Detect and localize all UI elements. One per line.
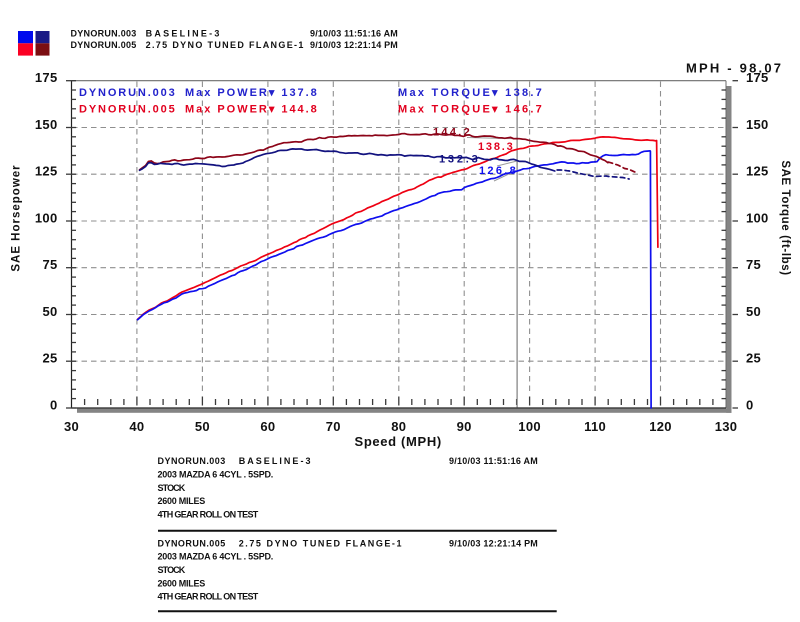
svg-text:BASELINE-3: BASELINE-3 bbox=[239, 456, 311, 466]
svg-text:130: 130 bbox=[715, 419, 738, 434]
svg-text:9/10/03 12:21:14 PM: 9/10/03 12:21:14 PM bbox=[449, 538, 538, 548]
svg-text:2003 MAZDA 6 4CYL . 5SPD.: 2003 MAZDA 6 4CYL . 5SPD. bbox=[158, 470, 274, 480]
svg-text:DYNORUN.003: DYNORUN.003 bbox=[158, 456, 226, 466]
svg-text:SAE Horsepower: SAE Horsepower bbox=[11, 164, 23, 271]
svg-text:50: 50 bbox=[42, 304, 57, 319]
svg-text:120: 120 bbox=[649, 419, 672, 434]
svg-text:110: 110 bbox=[584, 419, 606, 434]
svg-text:9/10/03 11:51:16 AM: 9/10/03 11:51:16 AM bbox=[310, 29, 398, 39]
svg-text:DYNORUN.003: DYNORUN.003 bbox=[71, 29, 137, 39]
svg-text:Max TORQUE▾ 146.7: Max TORQUE▾ 146.7 bbox=[398, 104, 542, 116]
svg-text:DYNORUN.005: DYNORUN.005 bbox=[158, 538, 226, 548]
svg-text:80: 80 bbox=[391, 419, 406, 434]
svg-text:2.75 DYNO TUNED FLANGE-1: 2.75 DYNO TUNED FLANGE-1 bbox=[146, 40, 304, 50]
svg-text:4TH GEAR ROLL ON TEST: 4TH GEAR ROLL ON TEST bbox=[158, 592, 259, 602]
svg-text:100: 100 bbox=[746, 211, 769, 226]
svg-text:STOCK: STOCK bbox=[158, 483, 186, 493]
svg-text:9/10/03 11:51:16 AM: 9/10/03 11:51:16 AM bbox=[449, 456, 538, 466]
svg-text:100: 100 bbox=[35, 211, 58, 226]
svg-text:2.75 DYNO TUNED FLANGE-1: 2.75 DYNO TUNED FLANGE-1 bbox=[239, 538, 402, 548]
svg-text:BASELINE-3: BASELINE-3 bbox=[146, 29, 220, 39]
svg-text:50: 50 bbox=[195, 419, 210, 434]
svg-text:75: 75 bbox=[746, 257, 761, 272]
svg-text:75: 75 bbox=[42, 257, 57, 272]
svg-text:50: 50 bbox=[746, 304, 761, 319]
svg-text:125: 125 bbox=[35, 164, 58, 179]
svg-text:150: 150 bbox=[35, 117, 58, 132]
svg-text:2003 MAZDA 6 4CYL . 5SPD.: 2003 MAZDA 6 4CYL . 5SPD. bbox=[158, 552, 274, 562]
svg-text:25: 25 bbox=[746, 351, 761, 366]
svg-text:Max POWER▾ 137.8: Max POWER▾ 137.8 bbox=[185, 87, 317, 99]
svg-text:60: 60 bbox=[260, 419, 275, 434]
svg-text:126.8: 126.8 bbox=[479, 165, 516, 177]
svg-text:2600 MILES: 2600 MILES bbox=[158, 578, 206, 588]
svg-text:175: 175 bbox=[35, 70, 58, 85]
svg-text:100: 100 bbox=[518, 419, 541, 434]
svg-text:70: 70 bbox=[326, 419, 341, 434]
svg-text:DYNORUN.005: DYNORUN.005 bbox=[71, 40, 137, 50]
svg-text:MPH - 98.07: MPH - 98.07 bbox=[686, 61, 782, 76]
svg-text:Max TORQUE▾ 138.7: Max TORQUE▾ 138.7 bbox=[398, 87, 542, 99]
svg-text:STOCK: STOCK bbox=[158, 565, 186, 575]
svg-text:132.3: 132.3 bbox=[439, 154, 478, 166]
svg-text:150: 150 bbox=[746, 117, 769, 132]
svg-text:25: 25 bbox=[42, 351, 57, 366]
svg-text:Max POWER▾ 144.8: Max POWER▾ 144.8 bbox=[185, 104, 317, 116]
svg-text:4TH GEAR ROLL ON TEST: 4TH GEAR ROLL ON TEST bbox=[158, 509, 259, 519]
svg-text:SAE Torque (ft-lbs): SAE Torque (ft-lbs) bbox=[779, 160, 791, 275]
svg-text:9/10/03 12:21:14 PM: 9/10/03 12:21:14 PM bbox=[310, 40, 398, 50]
svg-text:138.3: 138.3 bbox=[478, 141, 513, 153]
svg-text:0: 0 bbox=[746, 398, 754, 413]
svg-text:144.2: 144.2 bbox=[433, 127, 470, 139]
svg-text:125: 125 bbox=[746, 164, 769, 179]
svg-text:0: 0 bbox=[50, 398, 58, 413]
svg-text:2600 MILES: 2600 MILES bbox=[158, 496, 206, 506]
svg-text:175: 175 bbox=[746, 70, 769, 85]
svg-text:90: 90 bbox=[457, 419, 472, 434]
svg-text:40: 40 bbox=[129, 419, 144, 434]
svg-text:30: 30 bbox=[64, 419, 79, 434]
svg-text:Speed (MPH): Speed (MPH) bbox=[355, 434, 442, 449]
